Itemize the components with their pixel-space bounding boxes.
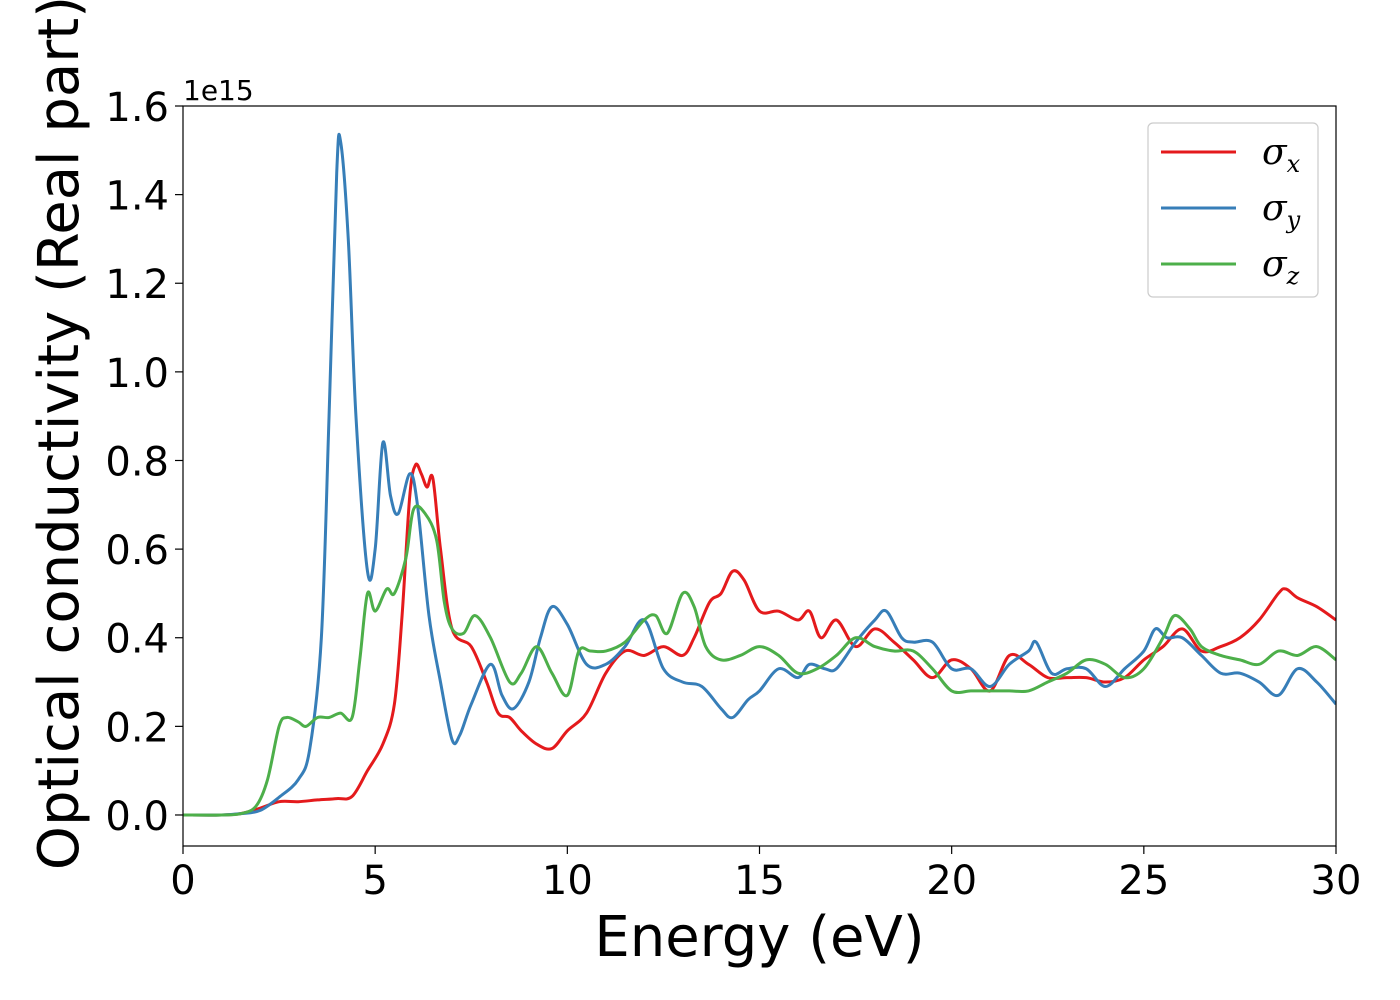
y-axis-label: Optical conductivity (Real part) [27, 0, 92, 870]
y-tick-label: 0.8 [105, 439, 169, 485]
y-tick-label: 0.4 [105, 617, 169, 663]
series-line-y [183, 132, 1336, 817]
x-tick-label: 20 [926, 858, 977, 904]
y-tick-label: 0.0 [105, 794, 169, 840]
x-tick-label: 15 [734, 858, 785, 904]
y-tick-label: 1.0 [105, 351, 169, 397]
x-axis-ticks: 0 5 10 15 20 25 30 [170, 846, 1361, 904]
y-tick-label: 1.4 [105, 174, 169, 220]
y-axis-ticks: 0.0 0.2 0.4 0.6 0.8 1.0 1.2 1.4 1.6 [105, 85, 183, 840]
y-tick-label: 1.2 [105, 262, 169, 308]
x-tick-label: 30 [1311, 858, 1362, 904]
y-tick-label: 0.2 [105, 705, 169, 751]
series-line-z [183, 504, 1336, 817]
x-tick-label: 10 [542, 858, 593, 904]
x-axis-label: Energy (eV) [594, 905, 924, 970]
legend-box [1147, 122, 1319, 298]
y-axis-offset-label: 1e15 [183, 74, 254, 107]
series-layer [183, 132, 1336, 817]
x-tick-label: 5 [362, 858, 387, 904]
x-tick-label: 25 [1118, 858, 1169, 904]
y-tick-label: 1.6 [105, 85, 169, 131]
y-tick-label: 0.6 [105, 528, 169, 574]
x-tick-label: 0 [170, 858, 195, 904]
